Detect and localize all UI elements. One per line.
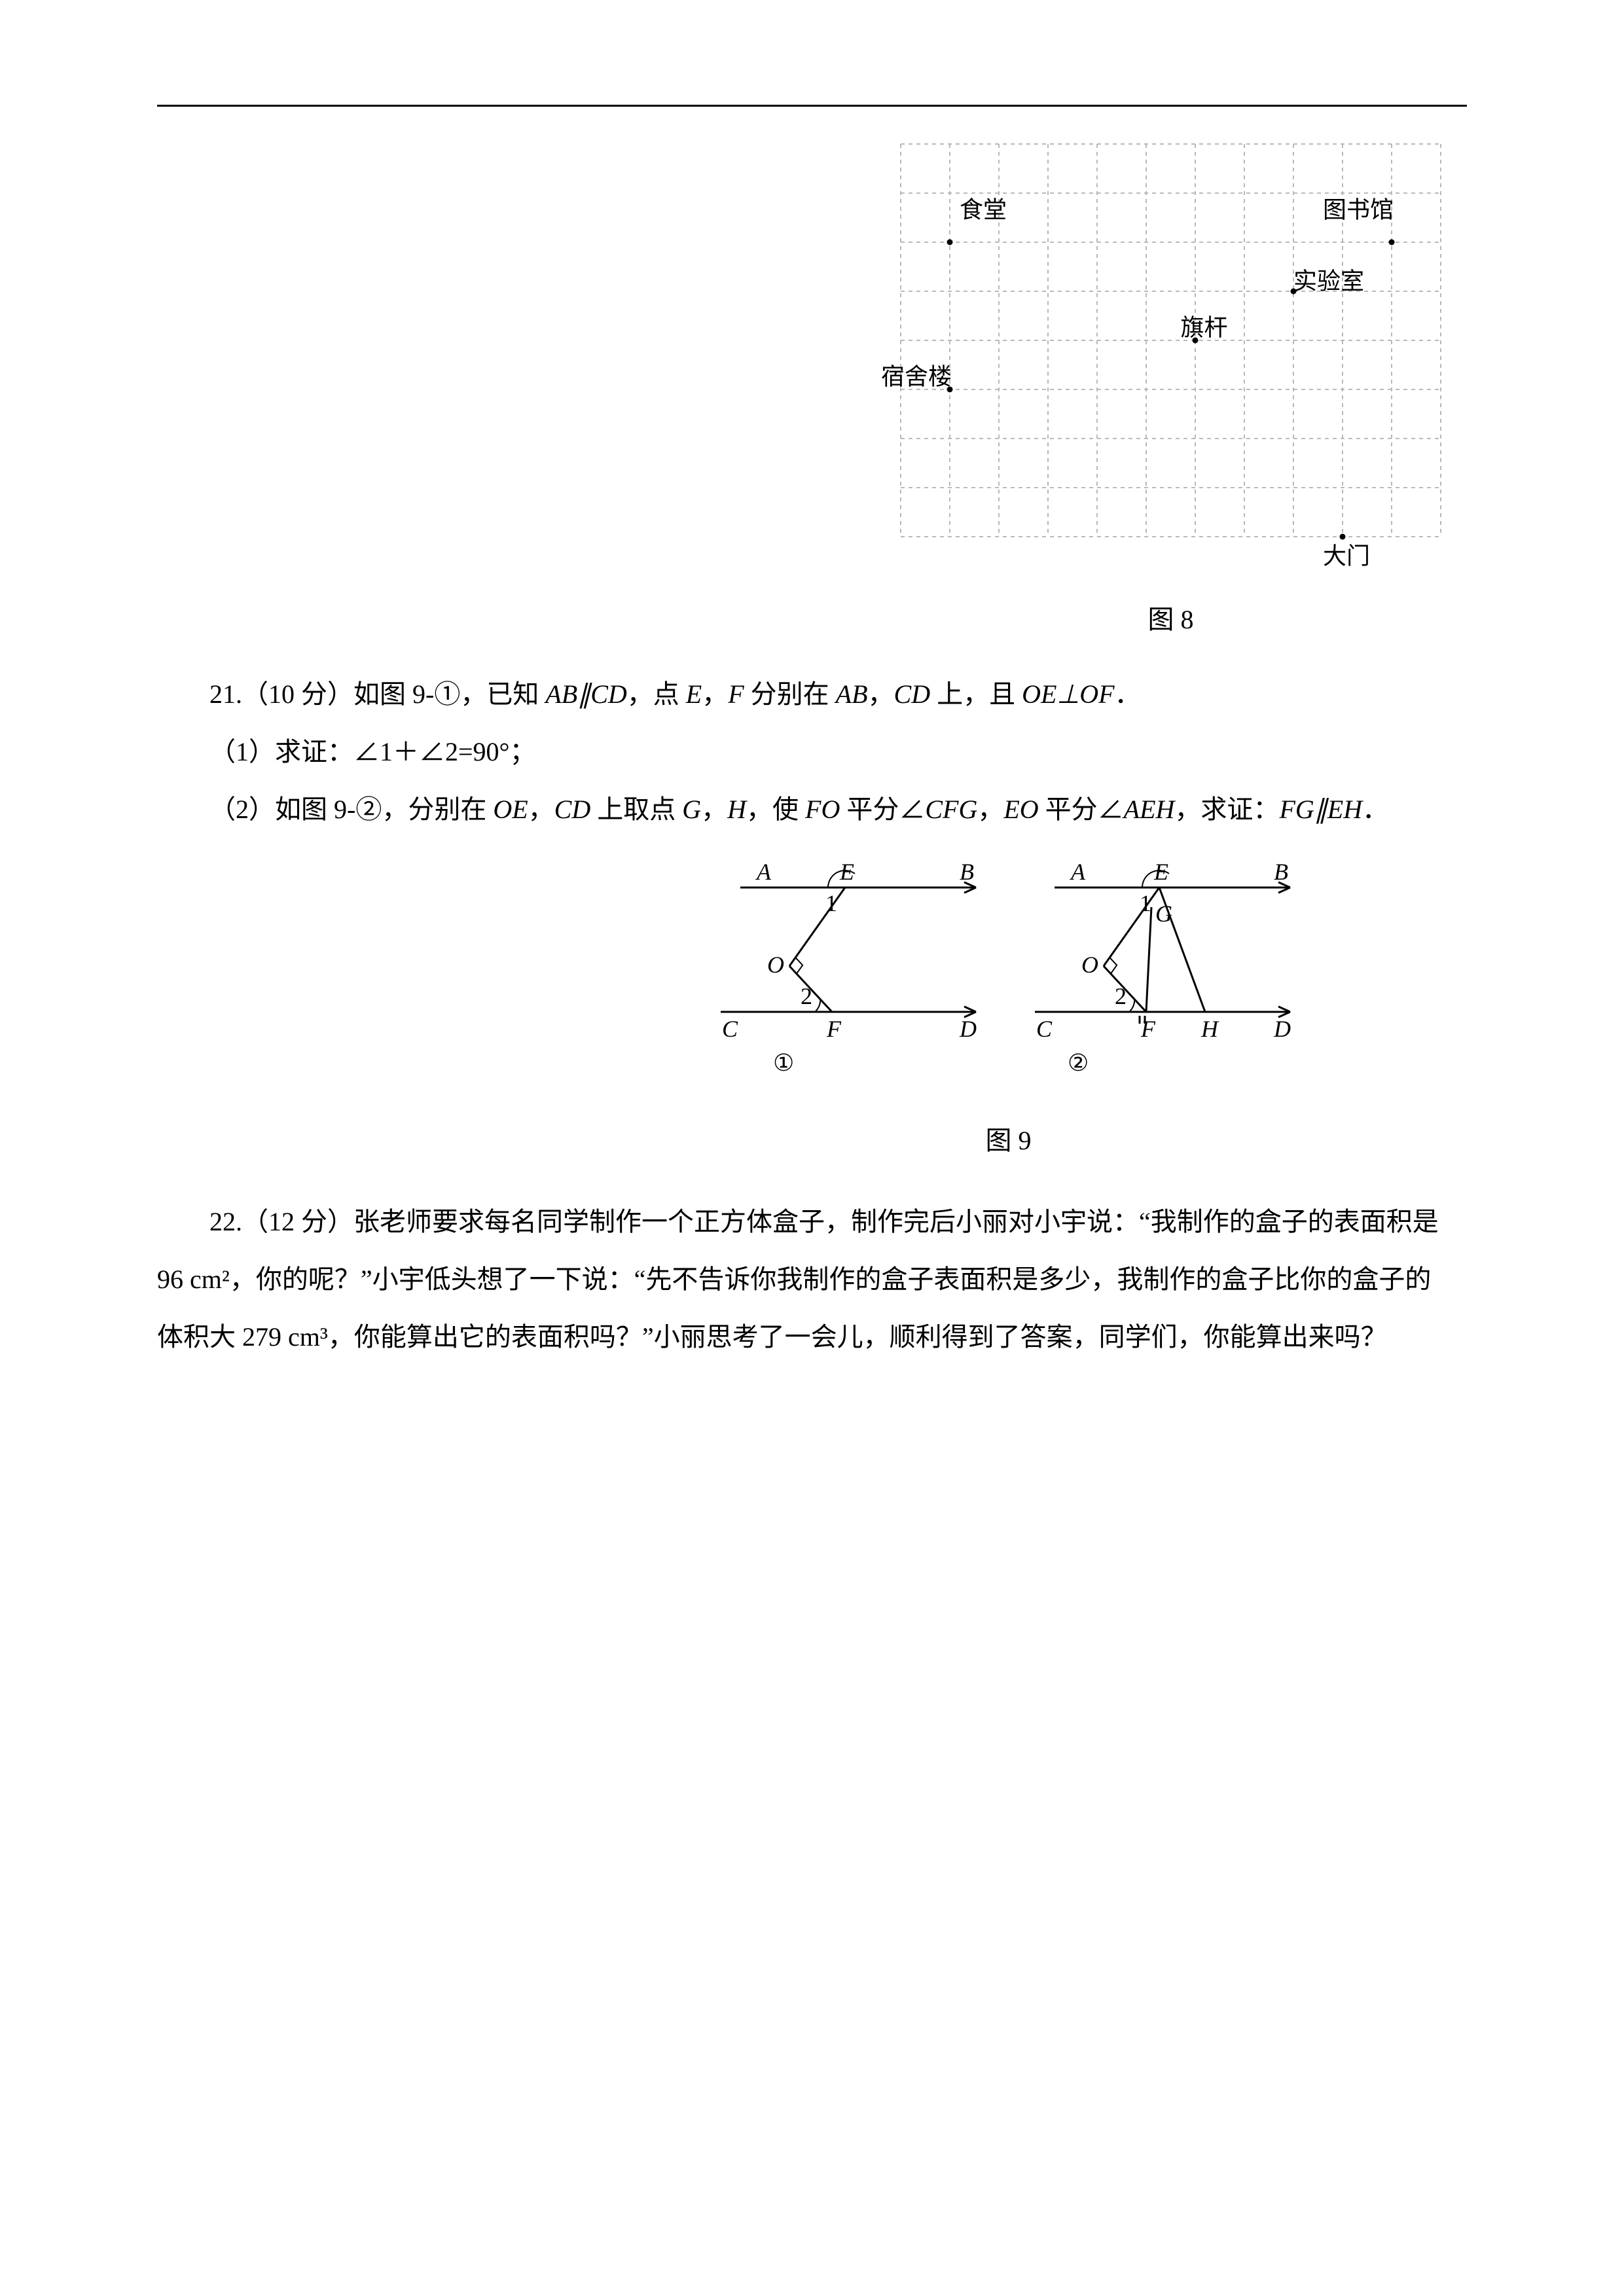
q21-p2-m3: ，	[701, 795, 727, 824]
svg-text:B: B	[1274, 861, 1288, 885]
figure-8-svg: 食堂 图书馆实验室旗杆宿舍楼大门	[875, 131, 1467, 576]
q21-OEOF: OE⊥OF	[1022, 679, 1114, 709]
figure-9-svg: A E B C F D O 1 2 A E B C F D O 1 2 G H ① ②	[714, 861, 1303, 1084]
figure-9-inner: A E B C F D O 1 2 A E B C F D O 1 2 G H ① ② 图 9	[714, 861, 1303, 1160]
page-content: 食堂 图书馆实验室旗杆宿舍楼大门 图 8 21.（10 分）如图 9-①，已知 A…	[157, 131, 1467, 1366]
svg-text:C: C	[722, 1016, 738, 1042]
svg-text:旗杆: 旗杆	[1181, 315, 1228, 341]
svg-text:B: B	[960, 861, 974, 885]
svg-text:宿舍楼: 宿舍楼	[881, 364, 952, 390]
q21-CFG: CFG	[925, 795, 977, 824]
q21-m3: 分别在	[744, 679, 836, 709]
q21-EO: EO	[1003, 795, 1038, 824]
svg-text:实验室: 实验室	[1293, 268, 1364, 294]
q22-line1: 22.（12 分）张老师要求每名同学制作一个正方体盒子，制作完后小丽对小宇说：“…	[157, 1193, 1467, 1251]
figure-8-block: 食堂 图书馆实验室旗杆宿舍楼大门 图 8	[157, 131, 1467, 639]
q21-p2-m8: ，求证：	[1174, 795, 1279, 824]
page-root: 食堂 图书馆实验室旗杆宿舍楼大门 图 8 21.（10 分）如图 9-①，已知 A…	[0, 0, 1624, 2296]
q21-p2-m5: 平分∠	[840, 795, 925, 824]
q21-p2-lead: （2）如图 9-②，分别在	[209, 795, 493, 824]
svg-text:1: 1	[1140, 890, 1151, 916]
svg-text:A: A	[1070, 861, 1086, 885]
svg-text:②: ②	[1068, 1050, 1089, 1076]
q21-m1: ，点	[627, 679, 686, 709]
q21-p2-m7: 平分∠	[1039, 795, 1124, 824]
q21-FGEH: FG∥EH	[1279, 795, 1362, 824]
figure-8: 食堂 图书馆实验室旗杆宿舍楼大门 图 8	[875, 131, 1467, 639]
svg-text:①: ①	[773, 1050, 794, 1076]
q21-p2-m2: 上取点	[590, 795, 682, 824]
q21-AB: AB	[836, 679, 868, 709]
q21-OE: OE	[493, 795, 528, 824]
q21-line1: 21.（10 分）如图 9-①，已知 AB∥CD，点 E，F 分别在 AB，CD…	[157, 666, 1467, 723]
figure-8-caption: 图 8	[875, 600, 1467, 639]
svg-text:E: E	[839, 861, 854, 885]
q21-FO: FO	[805, 795, 840, 824]
svg-text:G: G	[1155, 901, 1172, 927]
svg-text:C: C	[1036, 1016, 1053, 1042]
svg-text:2: 2	[1115, 983, 1127, 1009]
q21-F: F	[728, 679, 744, 709]
svg-text:1: 1	[825, 890, 837, 916]
q21-lead: 21.（10 分）如图 9-①，已知	[209, 679, 545, 709]
q21-p2-m1: ，	[528, 795, 554, 824]
q21-part2: （2）如图 9-②，分别在 OE，CD 上取点 G，H，使 FO 平分∠CFG，…	[157, 781, 1467, 838]
svg-text:D: D	[1273, 1016, 1291, 1042]
svg-text:O: O	[1081, 952, 1098, 978]
q21-m2: ，	[702, 679, 728, 709]
svg-text:食堂: 食堂	[960, 197, 1007, 223]
q21-m4: ，	[868, 679, 894, 709]
q22-line3: 体积大 279 cm³，你能算出它的表面积吗？”小丽思考了一会儿，顺利得到了答案…	[157, 1308, 1467, 1366]
q22-line2: 96 cm²，你的呢？”小宇低头想了一下说：“先不告诉你我制作的盒子表面积是多少…	[157, 1251, 1467, 1308]
q21-E: E	[686, 679, 702, 709]
svg-text:F: F	[1140, 1016, 1156, 1042]
q21-p2-tail: ．	[1362, 795, 1388, 824]
question-22-block: 22.（12 分）张老师要求每名同学制作一个正方体盒子，制作完后小丽对小宇说：“…	[157, 1193, 1467, 1366]
question-21-block: 21.（10 分）如图 9-①，已知 AB∥CD，点 E，F 分别在 AB，CD…	[157, 666, 1467, 1160]
svg-text:D: D	[959, 1016, 977, 1042]
svg-text:2: 2	[801, 983, 812, 1009]
svg-text:A: A	[755, 861, 772, 885]
top-rule	[157, 105, 1467, 107]
svg-text:图书馆: 图书馆	[1323, 197, 1394, 223]
q21-tail: ．	[1115, 679, 1141, 709]
svg-text:大门: 大门	[1323, 543, 1370, 569]
figure-9-caption: 图 9	[714, 1121, 1303, 1160]
q21-m5: 上，且	[930, 679, 1022, 709]
svg-text:E: E	[1153, 861, 1168, 885]
svg-text:H: H	[1200, 1016, 1219, 1042]
q21-part1: （1）求证：∠1＋∠2=90°；	[157, 723, 1467, 781]
q21-p2-m4: ，使	[746, 795, 805, 824]
q21-CD2: CD	[554, 795, 591, 824]
q21-CD: CD	[894, 679, 931, 709]
q21-p2-m6: ，	[977, 795, 1003, 824]
figure-9-block: A E B C F D O 1 2 A E B C F D O 1 2 G H ① ② 图 9	[157, 861, 1467, 1160]
q21-AEH: AEH	[1124, 795, 1175, 824]
svg-text:O: O	[767, 952, 784, 978]
q21-G: G	[682, 795, 701, 824]
q21-H: H	[727, 795, 746, 824]
svg-text:F: F	[826, 1016, 842, 1042]
q21-abcd: AB∥CD	[545, 679, 626, 709]
